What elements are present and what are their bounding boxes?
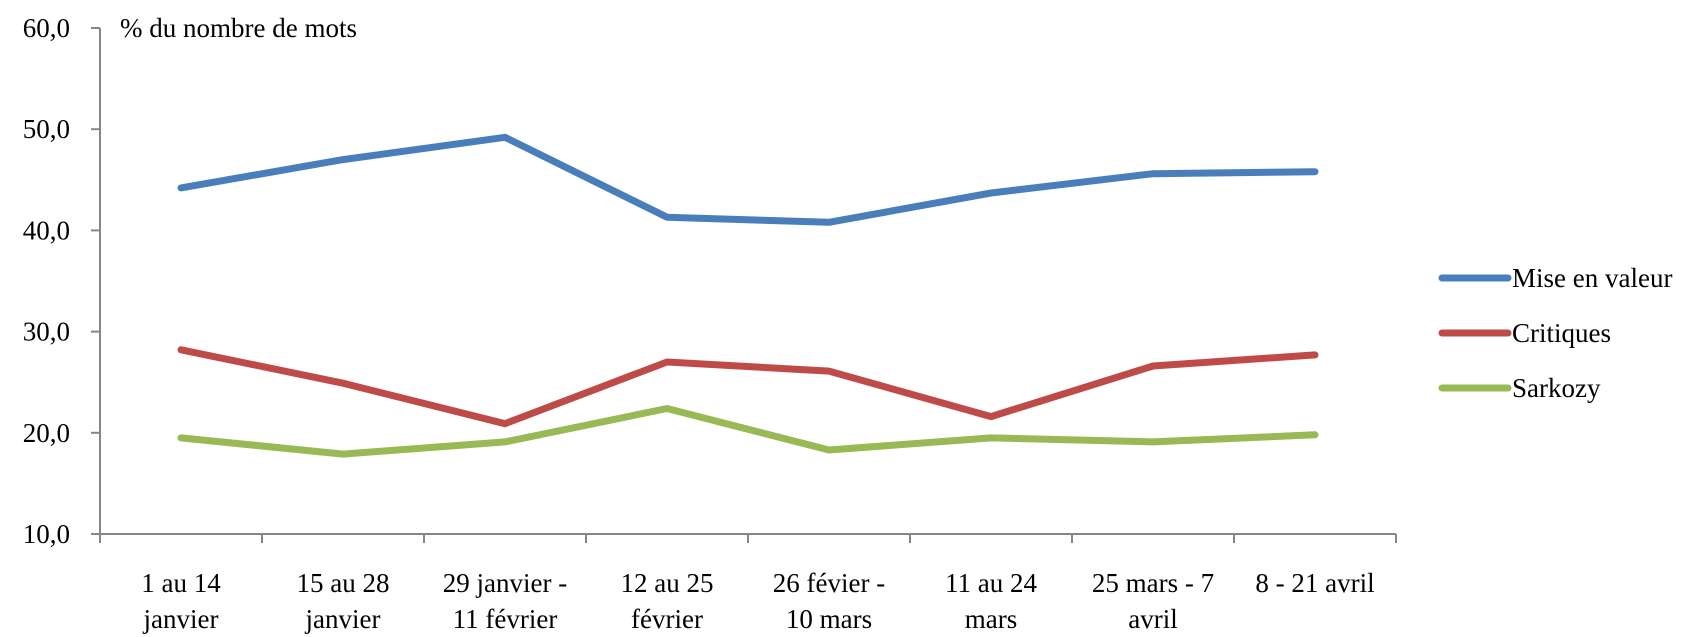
x-axis-tick-labels: 1 au 14 janvier 15 au 28 janvier 29 janvier … [141, 568, 1374, 634]
x-tick-label: 8 - 21 avril [1255, 568, 1374, 598]
legend: Mise en valeur Critiques Sarkozy [1438, 263, 1672, 403]
x-tick-label: 29 janvier - 11 février [443, 568, 567, 634]
y-tick-label: 60,0 [23, 13, 70, 43]
legend-label: Sarkozy [1512, 373, 1601, 403]
x-tick-label-line: 15 au 28 [297, 568, 390, 598]
x-tick-label-line: janvier [143, 604, 219, 634]
y-axis-tick-labels: 10,0 20,0 30,0 40,0 50,0 60,0 [23, 13, 70, 549]
x-tick-label-line: février [631, 604, 703, 634]
series-line-mise-en-valeur [177, 133, 1319, 226]
x-tick-label-line: 12 au 25 [621, 568, 714, 598]
series-line-critiques [177, 346, 1319, 428]
legend-label: Mise en valeur [1512, 263, 1672, 293]
y-tick-label: 30,0 [23, 317, 70, 347]
x-tick-label-line: 29 janvier - [443, 568, 567, 598]
x-tick-label: 11 au 24 mars [945, 568, 1037, 634]
x-tick-label-line: 10 mars [786, 604, 872, 634]
x-tick-label-line: 11 au 24 [945, 568, 1037, 598]
x-tick-label: 1 au 14 janvier [141, 568, 221, 634]
x-tick-label-line: janvier [305, 604, 381, 634]
y-tick-label: 10,0 [23, 519, 70, 549]
x-tick-label-line: 11 février [453, 604, 558, 634]
y-tick-label: 50,0 [23, 114, 70, 144]
x-tick-label-line: 1 au 14 [141, 568, 221, 598]
x-tick-label: 25 mars - 7 avril [1092, 568, 1214, 634]
series-line-sarkozy [177, 405, 1319, 458]
x-tick-label-line: avril [1128, 604, 1177, 634]
y-axis-label: % du nombre de mots [120, 13, 357, 43]
axes [91, 27, 1397, 543]
x-tick-label: 26 févier - 10 mars [773, 568, 885, 634]
x-tick-label-line: 26 févier - [773, 568, 885, 598]
x-tick-label: 12 au 25 février [621, 568, 714, 634]
legend-label: Critiques [1512, 318, 1611, 348]
x-tick-label-line: mars [965, 604, 1017, 634]
series-lines [177, 133, 1319, 458]
y-tick-label: 40,0 [23, 215, 70, 245]
y-tick-label: 20,0 [23, 418, 70, 448]
x-tick-label-line: 8 - 21 avril [1255, 568, 1374, 598]
x-tick-label: 15 au 28 janvier [297, 568, 390, 634]
x-tick-label-line: 25 mars - 7 [1092, 568, 1214, 598]
